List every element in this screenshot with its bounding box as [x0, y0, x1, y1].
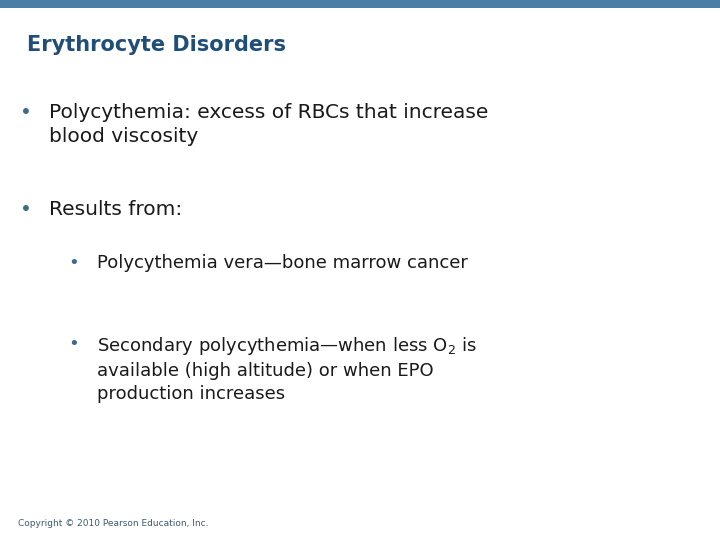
- Text: •: •: [20, 200, 32, 219]
- Text: Results from:: Results from:: [49, 200, 182, 219]
- Text: Erythrocyte Disorders: Erythrocyte Disorders: [27, 35, 287, 55]
- Text: •: •: [68, 254, 79, 272]
- Text: •: •: [68, 335, 79, 353]
- Bar: [0, 0, 720, 8]
- Text: Polycythemia vera—bone marrow cancer: Polycythemia vera—bone marrow cancer: [97, 254, 468, 272]
- Text: Copyright © 2010 Pearson Education, Inc.: Copyright © 2010 Pearson Education, Inc.: [18, 519, 209, 528]
- Text: Secondary polycythemia—when less O$_2$ is
available (high altitude) or when EPO
: Secondary polycythemia—when less O$_2$ i…: [97, 335, 477, 403]
- Text: Polycythemia: excess of RBCs that increase
blood viscosity: Polycythemia: excess of RBCs that increa…: [49, 103, 488, 146]
- Text: •: •: [20, 103, 32, 122]
